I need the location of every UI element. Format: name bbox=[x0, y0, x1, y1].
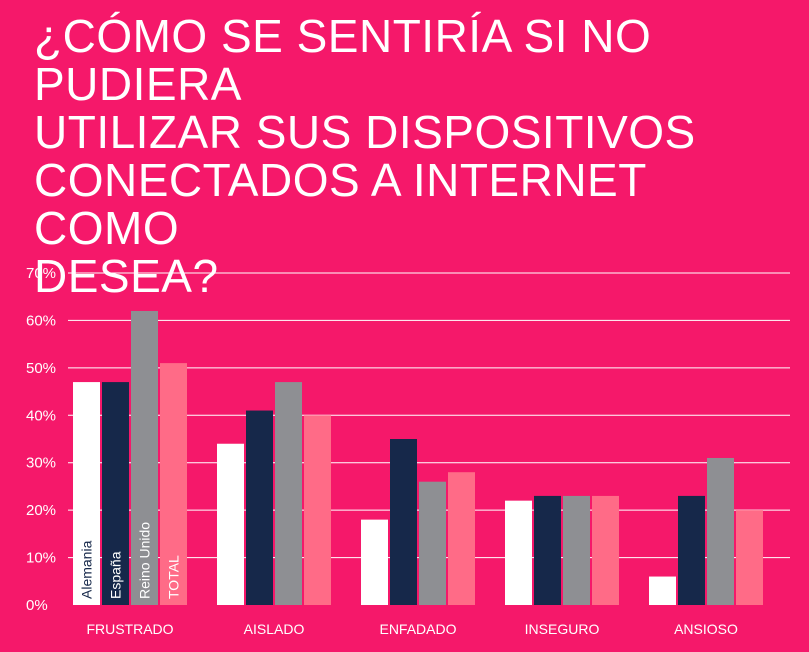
x-axis-ticks: FRUSTRADO AISLADO ENFADADO INSEGURO ANSIOSO bbox=[86, 621, 738, 637]
bar-inseguro-alemania bbox=[505, 500, 532, 605]
y-tick-label: 60% bbox=[26, 312, 56, 329]
bar-ansioso-reino-unido bbox=[707, 457, 734, 605]
bar-aislado-alemania bbox=[217, 443, 244, 605]
legend-label: Alemania bbox=[79, 540, 95, 599]
y-tick-label: 20% bbox=[26, 502, 56, 519]
bar-ansioso-españa bbox=[678, 495, 705, 605]
gridlines bbox=[68, 272, 790, 559]
y-tick-label: 40% bbox=[26, 407, 56, 424]
x-tick-label: AISLADO bbox=[244, 621, 305, 637]
bar-enfadado-españa bbox=[390, 439, 417, 605]
y-tick-label: 50% bbox=[26, 360, 56, 377]
bar-aislado-total bbox=[304, 415, 331, 605]
bar-inseguro-españa bbox=[534, 495, 561, 605]
legend-label: Reino Unido bbox=[137, 522, 153, 599]
bar-aislado-reino-unido bbox=[275, 382, 302, 605]
legend: Alemania España Reino Unido TOTAL bbox=[79, 522, 182, 599]
bar-frustrado-total bbox=[160, 363, 187, 605]
y-tick-label: 0% bbox=[26, 597, 48, 614]
legend-label: TOTAL bbox=[166, 555, 182, 599]
bar-inseguro-total bbox=[592, 495, 619, 605]
x-tick-label: INSEGURO bbox=[525, 621, 600, 637]
bar-frustrado-reino-unido bbox=[131, 310, 158, 605]
y-tick-label: 10% bbox=[26, 550, 56, 567]
bar-frustrado-alemania bbox=[73, 382, 100, 605]
x-tick-label: ENFADADO bbox=[379, 621, 456, 637]
y-tick-label: 30% bbox=[26, 455, 56, 472]
bar-ansioso-total bbox=[736, 510, 763, 605]
bar-inseguro-reino-unido bbox=[563, 495, 590, 605]
bar-enfadado-total bbox=[448, 472, 475, 605]
y-tick-label: 70% bbox=[26, 265, 56, 282]
bar-ansioso-alemania bbox=[649, 576, 676, 605]
bars bbox=[73, 310, 763, 605]
y-axis-ticks: 0% 10% 20% 30% 40% 50% 60% 70% bbox=[26, 265, 56, 614]
bar-frustrado-españa bbox=[102, 382, 129, 605]
bar-enfadado-reino-unido bbox=[419, 481, 446, 605]
legend-label: España bbox=[108, 551, 124, 599]
x-tick-label: FRUSTRADO bbox=[86, 621, 173, 637]
chart-title: ¿CÓMO SE SENTIRÍA SI NO PUDIERA UTILIZAR… bbox=[34, 10, 696, 302]
bar-aislado-españa bbox=[246, 410, 273, 605]
x-tick-label: ANSIOSO bbox=[674, 621, 738, 637]
bar-enfadado-alemania bbox=[361, 519, 388, 605]
